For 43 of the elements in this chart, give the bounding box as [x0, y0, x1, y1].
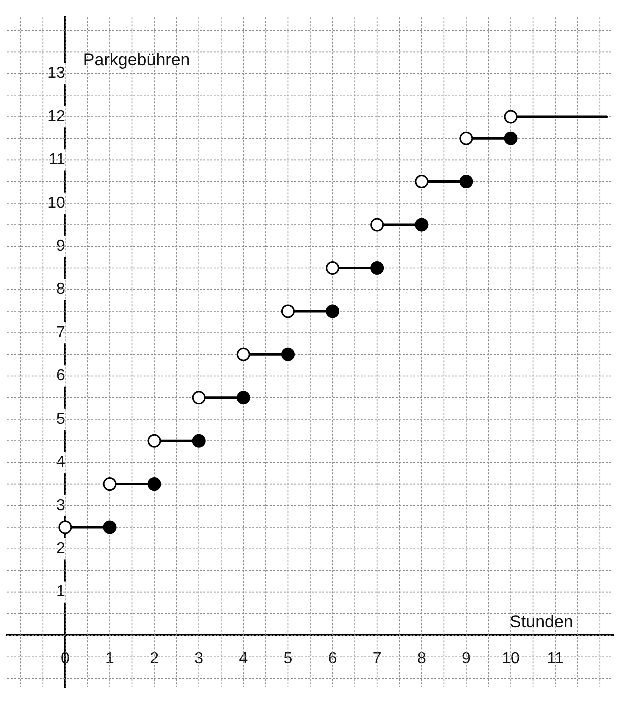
point: [370, 218, 384, 232]
x-tick-label: 9: [462, 650, 472, 668]
point: [58, 520, 72, 534]
x-tick-label: 4: [239, 650, 248, 668]
x-tick-label: 10: [502, 650, 520, 668]
point: [504, 132, 518, 146]
point: [326, 261, 340, 275]
y-tick-label: 13: [48, 65, 66, 82]
point: [236, 391, 250, 405]
point: [504, 110, 518, 124]
y-tick-label: 1: [56, 584, 66, 601]
y-axis-title: Parkgebühren: [83, 50, 190, 70]
point: [236, 348, 250, 362]
x-tick-label: 2: [150, 650, 160, 668]
point: [415, 175, 429, 189]
y-tick-label: 12: [48, 108, 66, 126]
y-tick-label: 2: [56, 540, 66, 558]
y-tick-label: 8: [56, 281, 66, 298]
y-tick-label: 11: [48, 152, 66, 169]
y-tick-label: 7: [56, 324, 66, 342]
y-tick-label: 9: [56, 238, 66, 256]
point: [103, 478, 117, 492]
x-axis-title: Stunden: [510, 612, 574, 632]
point: [281, 304, 295, 318]
point: [192, 391, 206, 405]
point: [148, 478, 162, 492]
point: [148, 434, 162, 448]
point: [370, 261, 384, 275]
point: [281, 348, 295, 362]
y-tick-label: 10: [48, 194, 66, 212]
point: [460, 175, 474, 189]
y-tick-label: 5: [56, 410, 66, 428]
x-tick-label: 3: [194, 650, 204, 668]
y-tick-label: 4: [56, 454, 66, 472]
y-tick-label: 6: [56, 368, 66, 385]
point: [103, 520, 117, 534]
x-tick-label: 1: [106, 650, 115, 668]
point: [192, 434, 206, 448]
point: [460, 132, 474, 146]
y-tick-label: 3: [56, 497, 66, 514]
x-tick-label: 11: [547, 650, 564, 668]
point: [415, 218, 429, 232]
point: [326, 304, 340, 318]
